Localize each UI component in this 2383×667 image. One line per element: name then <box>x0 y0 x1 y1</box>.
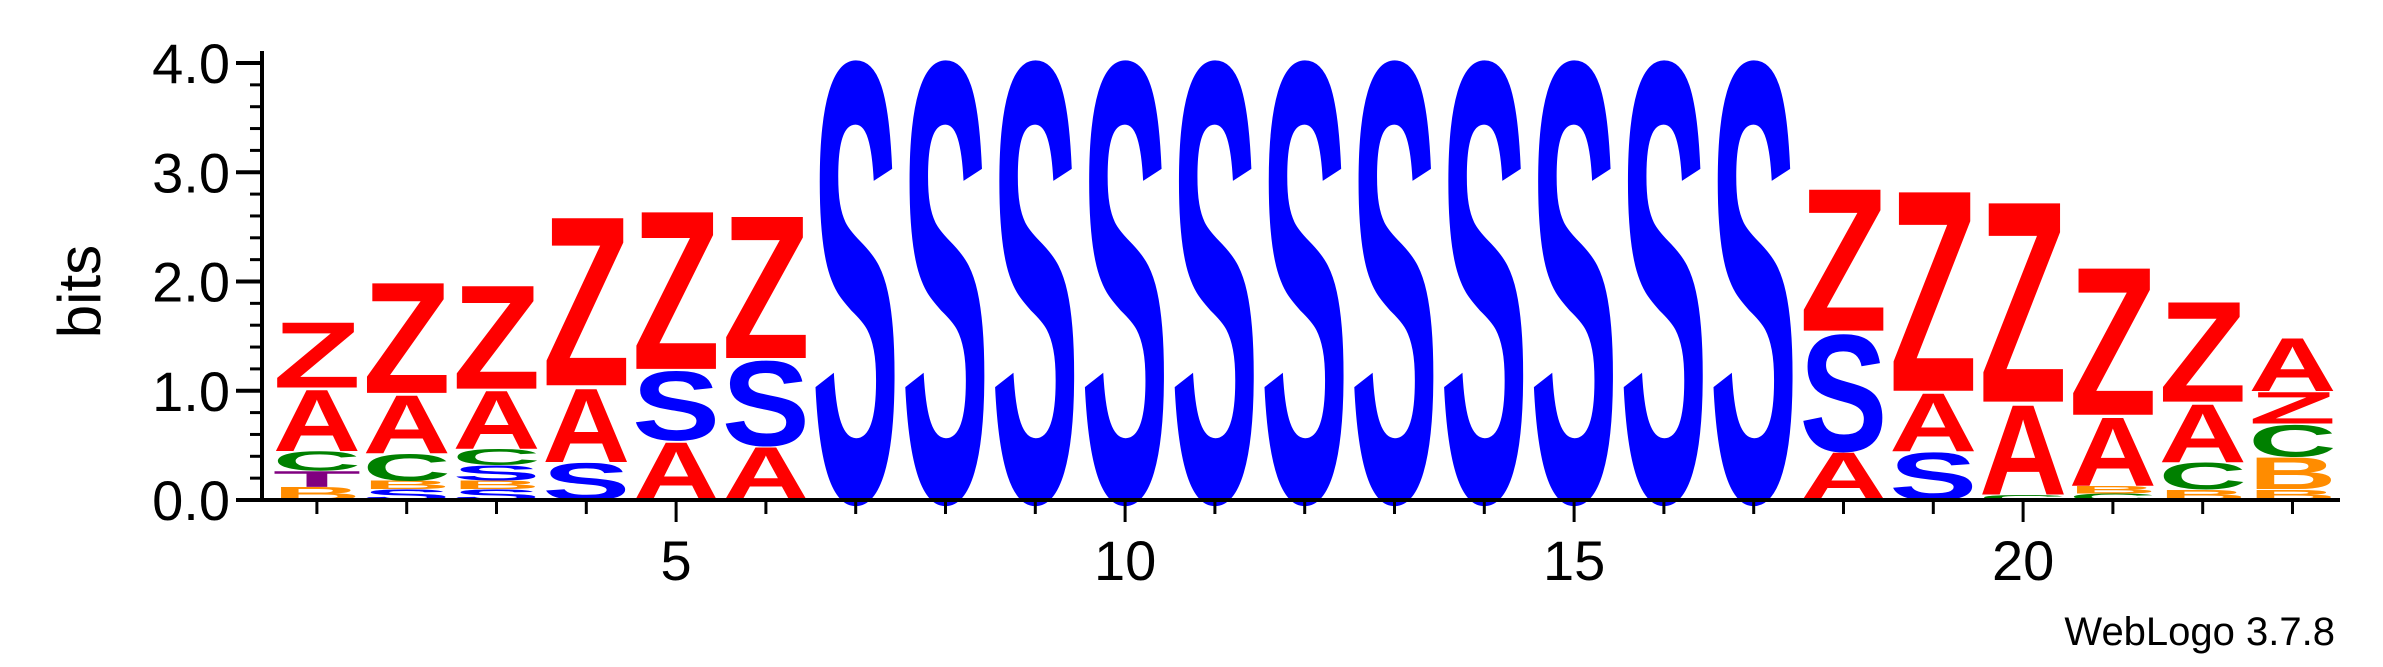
glyph-S: S <box>812 0 900 634</box>
y-axis-label: bits <box>46 245 113 338</box>
x-tick-label: 5 <box>661 529 692 592</box>
glyph-Z: Z <box>363 250 451 427</box>
glyph-Z: Z <box>273 302 361 407</box>
glyph-C: C <box>2248 416 2336 466</box>
glyph-S: S <box>722 335 810 471</box>
y-axis-ticks: 0.0 1.0 2.0 3.0 4.0 <box>152 32 262 532</box>
glyph-C: C <box>273 446 361 477</box>
glyph-B: B <box>2069 484 2157 496</box>
glyph-S: S <box>632 351 720 461</box>
glyph-S: S <box>1081 0 1169 634</box>
glyph-S: S <box>991 0 1079 634</box>
glyph-B: B <box>363 478 451 491</box>
x-tick-label: 20 <box>1992 529 2054 592</box>
glyph-T: T <box>273 466 361 491</box>
glyph-A: A <box>542 367 630 485</box>
glyph-Z: Z <box>2248 382 2336 433</box>
glyph-C: C <box>2159 455 2247 497</box>
y-tick-label: 4.0 <box>152 32 230 95</box>
y-tick-label: 2.0 <box>152 251 230 314</box>
y-tick-label: 3.0 <box>152 141 230 204</box>
glyph-Z: Z <box>542 166 630 437</box>
glyph-A: A <box>2159 387 2247 480</box>
glyph-A: A <box>363 378 451 471</box>
glyph-S: S <box>901 0 989 634</box>
glyph-Z: Z <box>722 173 810 402</box>
y-tick-label: 1.0 <box>152 360 230 423</box>
glyph-Z: Z <box>1889 131 1977 452</box>
glyph-S: S <box>1710 0 1798 634</box>
glyph-S: S <box>1799 300 1887 486</box>
glyph-C: C <box>452 445 540 470</box>
glyph-A: A <box>1889 376 1977 469</box>
glyph-A: A <box>273 371 361 470</box>
glyph-S: S <box>452 461 540 485</box>
axes: 0.0 1.0 2.0 3.0 4.0 5 10 15 20 <box>152 32 2340 592</box>
weblogo-version-label: WebLogo 3.7.8 <box>2064 610 2335 654</box>
y-tick-label: 0.0 <box>152 469 230 532</box>
glyph-A: A <box>2248 322 2336 407</box>
glyph-A: A <box>2069 398 2157 507</box>
glyph-C: C <box>1979 493 2067 501</box>
glyph-S: S <box>1261 0 1349 634</box>
x-tick-label: 10 <box>1094 529 1156 592</box>
glyph-S: S <box>1620 0 1708 634</box>
glyph-Z: Z <box>632 165 720 418</box>
glyph-Z: Z <box>1979 142 2067 463</box>
x-tick-label: 15 <box>1543 529 1605 592</box>
glyph-Z: Z <box>452 254 540 421</box>
glyph-Z: Z <box>1799 146 1887 375</box>
glyph-S: S <box>1171 0 1259 634</box>
glyph-C: C <box>2069 492 2157 502</box>
glyph-S: S <box>1530 0 1618 634</box>
x-axis-ticks: 5 10 15 20 <box>315 500 2294 592</box>
glyph-Z: Z <box>2159 272 2247 433</box>
glyph-S: S <box>1440 0 1528 634</box>
glyph-C: C <box>363 446 451 488</box>
glyph-S: S <box>1350 0 1438 634</box>
glyph-B: B <box>452 478 540 491</box>
glyph-B: B <box>2248 448 2336 498</box>
glyph-Z: Z <box>2069 224 2157 460</box>
glyph-A: A <box>452 374 540 467</box>
